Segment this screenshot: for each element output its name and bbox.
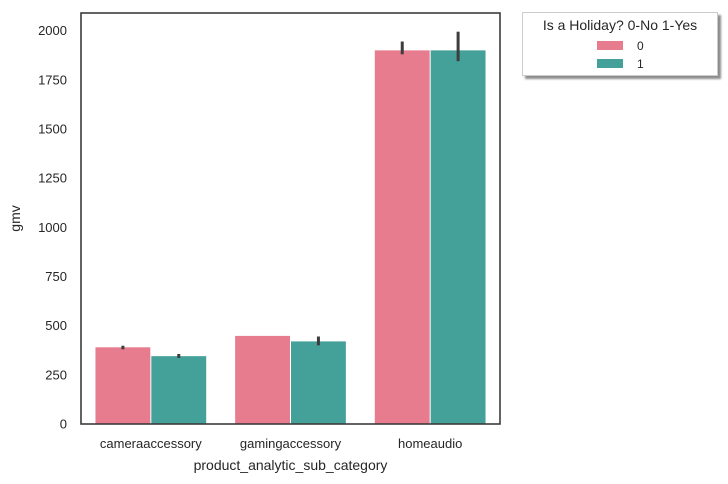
bars-layer xyxy=(95,50,486,424)
x-axis-label: product_analytic_sub_category xyxy=(194,457,388,473)
plot-frame xyxy=(80,12,501,425)
error-bars-layer xyxy=(121,31,460,358)
legend-title: Is a Holiday? 0-No 1-Yes xyxy=(542,17,698,33)
y-tick-label: 1500 xyxy=(38,122,67,137)
y-tick-label: 1250 xyxy=(38,171,67,186)
x-tick-label: homeaudio xyxy=(398,436,462,451)
bar-gamingaccessory-1 xyxy=(291,341,346,424)
y-axis-label: gmv xyxy=(7,205,23,231)
bar-homeaudio-0 xyxy=(374,50,430,424)
legend-label-0: 0 xyxy=(637,39,644,53)
x-axis-ticks: cameraaccessory gamingaccessory homeaudio xyxy=(100,436,462,451)
legend-swatch-1 xyxy=(597,59,623,68)
bar-cameraaccessory-0 xyxy=(95,347,151,424)
bar-homeaudio-1 xyxy=(430,50,486,424)
y-tick-label: 1750 xyxy=(38,72,67,87)
y-tick-label: 500 xyxy=(45,318,67,333)
y-tick-label: 2000 xyxy=(38,23,67,38)
x-tick-label: gamingaccessory xyxy=(240,436,342,451)
y-tick-label: 0 xyxy=(60,417,67,432)
y-tick-label: 750 xyxy=(45,269,67,284)
x-tick-label: cameraaccessory xyxy=(100,436,202,451)
y-axis-ticks: 0 250 500 750 1000 1250 1500 1750 2000 xyxy=(38,23,67,431)
y-tick-label: 250 xyxy=(45,367,67,382)
bar-gamingaccessory-0 xyxy=(235,335,290,424)
bar-cameraaccessory-1 xyxy=(151,356,207,424)
legend-label-1: 1 xyxy=(637,57,644,71)
legend: Is a Holiday? 0-No 1-Yes 0 1 xyxy=(522,12,718,76)
legend-swatch-0 xyxy=(597,41,623,50)
y-tick-label: 1000 xyxy=(38,220,67,235)
